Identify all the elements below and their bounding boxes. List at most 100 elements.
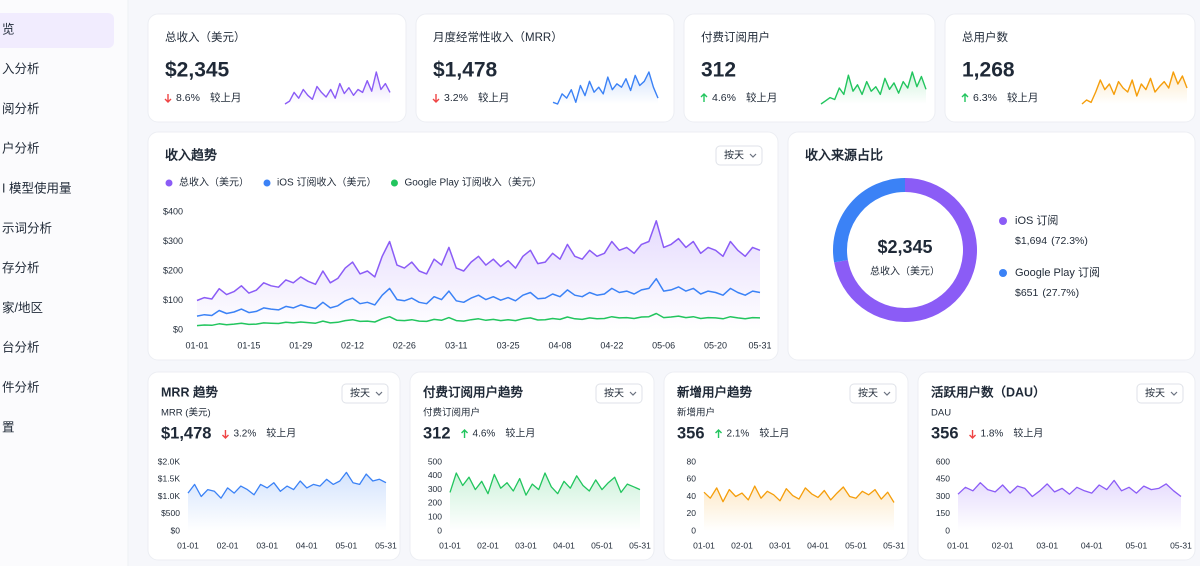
- y-tick-label: $500: [161, 508, 180, 518]
- sidebar-item[interactable]: 件分析: [2, 380, 40, 394]
- trend-arrow: [164, 94, 172, 103]
- chart-compare: 较上月: [505, 427, 535, 440]
- kpi-value: $1,478: [433, 59, 498, 82]
- y-tick-label: 450: [936, 474, 950, 484]
- kpi-compare: 较上月: [210, 91, 242, 104]
- y-tick-label: 0: [945, 525, 950, 535]
- trend-arrow: [221, 430, 229, 439]
- chevron: [883, 391, 891, 396]
- y-tick-label: $2.0K: [158, 456, 181, 466]
- chart-subtitle: 付费订阅用户: [423, 407, 480, 419]
- sidebar-item[interactable]: 台分析: [2, 340, 40, 355]
- x-tick-label: 02-01: [992, 540, 1014, 550]
- interval-label: 按天: [350, 387, 370, 400]
- line: [820, 71, 927, 105]
- y-tick-label: $400: [163, 206, 183, 216]
- chart-change: 4.6%: [473, 429, 496, 440]
- y-tick-label: 80: [687, 456, 697, 466]
- sidebar-item[interactable]: 览: [2, 21, 15, 36]
- y-tick-label: $0: [173, 324, 183, 334]
- x-tick-label: 05-06: [652, 340, 675, 350]
- sidebar-item[interactable]: 示词分析: [2, 221, 52, 235]
- chart-value: 356: [677, 424, 705, 442]
- trend-arrow: [961, 93, 969, 102]
- interval-dropdown[interactable]: [595, 383, 643, 404]
- line: [196, 277, 761, 317]
- y-tick-label: 100: [428, 511, 442, 521]
- chart-title: 新增用户趋势: [677, 384, 753, 399]
- kpi-title: 总用户数: [962, 30, 1008, 44]
- legend-dot: [999, 217, 1007, 225]
- kpi-compare: 较上月: [478, 91, 510, 104]
- chart-value: $1,478: [161, 424, 211, 442]
- legend-share: (27.7%): [1042, 287, 1079, 299]
- sidebar-item[interactable]: 置: [2, 420, 15, 434]
- area: [285, 72, 390, 104]
- y-tick-label: $200: [163, 265, 183, 275]
- sidebar-item[interactable]: 入分析: [2, 62, 40, 76]
- legend-value: $651: [1015, 287, 1039, 299]
- x-tick-label: 05-01: [1126, 540, 1148, 550]
- y-tick-label: 0: [437, 525, 442, 535]
- x-tick-label: 04-01: [1081, 540, 1103, 550]
- sidebar-item[interactable]: 阅分析: [2, 102, 40, 116]
- x-tick-label: 03-01: [256, 540, 278, 550]
- x-tick-label: 02-01: [217, 540, 239, 550]
- x-tick-label: 01-15: [237, 340, 260, 350]
- x-tick-label: 01-01: [177, 540, 199, 550]
- x-tick-label: 04-01: [807, 540, 829, 550]
- x-tick-label: 02-12: [341, 340, 364, 350]
- y-tick-label: $100: [163, 295, 183, 305]
- area: [704, 486, 894, 531]
- line: [1081, 71, 1188, 105]
- x-tick-label: 02-26: [393, 340, 416, 350]
- kpi-change: 6.3%: [973, 92, 997, 104]
- y-tick-label: 40: [687, 491, 697, 501]
- trend-arrow: [969, 430, 977, 439]
- sidebar-item[interactable]: 户分析: [2, 141, 40, 156]
- y-tick-label: 300: [428, 484, 442, 494]
- chart-subtitle: DAU: [931, 408, 951, 419]
- x-tick-label: 01-01: [439, 540, 461, 550]
- sidebar-item[interactable]: 存分析: [2, 261, 40, 275]
- interval-dropdown[interactable]: [1136, 383, 1184, 404]
- line: [284, 71, 391, 105]
- y-tick-label: 200: [428, 498, 442, 508]
- kpi-change: 3.2%: [444, 92, 468, 104]
- x-tick-label: 05-31: [748, 340, 771, 350]
- donut-center-label: 总收入（美元）: [870, 265, 940, 278]
- line: [196, 220, 761, 302]
- line: [196, 312, 761, 327]
- sidebar-item[interactable]: I 模型使用量: [2, 180, 71, 195]
- chart-change: 3.2%: [233, 429, 256, 440]
- kpi-value: 1,268: [962, 59, 1015, 82]
- card: [787, 131, 1196, 361]
- chart-title: 活跃用户数（DAU）: [931, 384, 1046, 399]
- chevron: [749, 153, 757, 158]
- x-tick-label: 05-31: [1170, 540, 1192, 550]
- line: [187, 471, 387, 499]
- y-tick-label: $1.0K: [158, 491, 181, 501]
- x-tick-label: 05-31: [629, 540, 651, 550]
- kpi-title: 总收入（美元）: [165, 30, 246, 44]
- kpi-value: $2,345: [165, 59, 230, 82]
- x-tick-label: 01-01: [947, 540, 969, 550]
- interval-dropdown[interactable]: [341, 383, 389, 404]
- kpi-value: 312: [701, 59, 736, 82]
- chart-subtitle: 新增用户: [677, 407, 715, 419]
- y-tick-label: 0: [691, 525, 696, 535]
- trend-arrow: [700, 93, 708, 102]
- x-tick-label: 05-20: [704, 340, 727, 350]
- chart-value: 312: [423, 424, 451, 442]
- sidebar-item[interactable]: 家/地区: [2, 300, 43, 315]
- chart-change: 1.8%: [981, 429, 1004, 440]
- interval-dropdown[interactable]: [715, 145, 763, 166]
- y-tick-label: 20: [687, 508, 697, 518]
- line: [703, 485, 895, 503]
- interval-label: 按天: [858, 387, 878, 400]
- interval-dropdown[interactable]: [849, 383, 897, 404]
- interval-label: 按天: [1145, 387, 1165, 400]
- area: [450, 473, 640, 531]
- x-tick-label: 05-31: [375, 540, 397, 550]
- chart-title: MRR 趋势: [161, 384, 218, 399]
